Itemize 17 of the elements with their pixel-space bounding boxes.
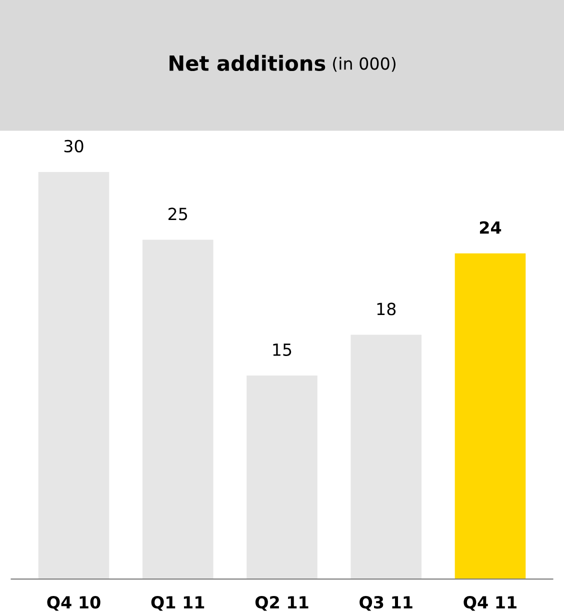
data-label: 30	[64, 140, 84, 152]
x-tick-label: Q1 11	[151, 596, 204, 611]
bar	[454, 253, 526, 580]
x-tick-label: Q4 11	[464, 596, 516, 611]
x-tick-label: Q3 11	[360, 596, 412, 611]
bar	[246, 375, 318, 580]
bar	[350, 334, 422, 580]
data-label: 25	[168, 208, 188, 220]
data-label: 15	[273, 344, 292, 356]
bar	[142, 240, 214, 580]
data-label: 24	[480, 221, 502, 234]
x-tick-label: Q2 11	[255, 596, 308, 611]
chart-title: Net additions	[170, 54, 326, 72]
x-tick-label: Q4 10	[47, 596, 100, 611]
bar	[38, 172, 110, 580]
data-label: 18	[377, 302, 396, 316]
chart-subtitle: (in 000)	[333, 56, 396, 72]
